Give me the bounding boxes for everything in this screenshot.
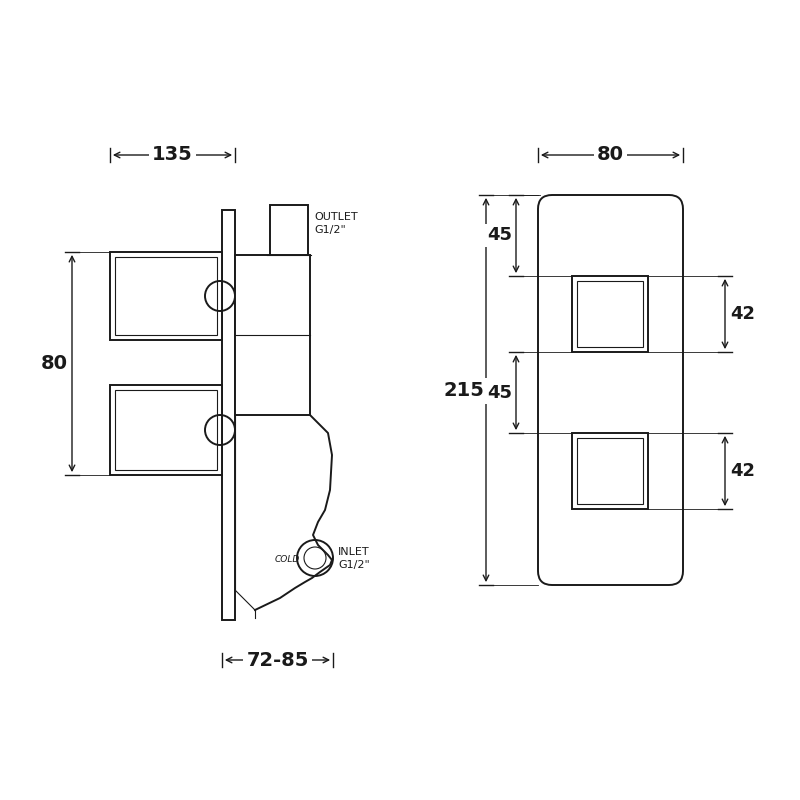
Bar (235, 255, 310, 415)
Text: 215: 215 (443, 381, 485, 399)
Text: 45: 45 (487, 226, 513, 245)
Text: 42: 42 (730, 305, 755, 323)
Text: OUTLET: OUTLET (314, 212, 358, 222)
Bar (115, 390, 217, 470)
Bar (577, 281, 643, 347)
Text: INLET: INLET (338, 547, 370, 557)
Bar (577, 438, 643, 504)
Text: 72-85: 72-85 (246, 650, 309, 670)
Text: 135: 135 (152, 146, 193, 165)
Bar (115, 257, 217, 335)
Text: 80: 80 (597, 146, 624, 165)
Text: G1/2": G1/2" (338, 560, 370, 570)
FancyBboxPatch shape (538, 195, 683, 585)
Bar (270, 205, 308, 255)
Text: G1/2": G1/2" (314, 225, 346, 235)
Bar (222, 210, 235, 620)
Bar (572, 276, 648, 352)
Bar (572, 433, 648, 509)
Text: 45: 45 (487, 383, 513, 402)
Text: 42: 42 (730, 462, 755, 480)
Bar (110, 252, 222, 340)
Bar (110, 385, 222, 475)
Text: COLD: COLD (274, 555, 300, 565)
Text: 80: 80 (41, 354, 67, 373)
